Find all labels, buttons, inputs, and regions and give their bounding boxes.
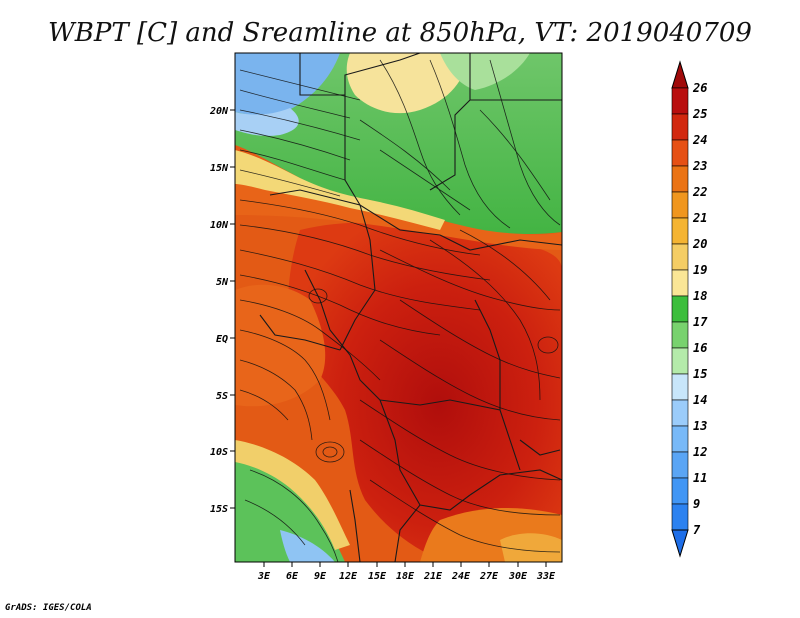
colorbar-top-arrow bbox=[671, 60, 689, 89]
lon-label: 30E bbox=[508, 571, 528, 582]
colorbar-segment bbox=[671, 243, 689, 271]
colorbar-label: 16 bbox=[693, 341, 707, 355]
colorbar-segment bbox=[671, 87, 689, 115]
field-se-yellow bbox=[500, 533, 562, 562]
colorbar-segment bbox=[671, 269, 689, 297]
colorbar: 26 25 24 23 22 21 20 19 18 17 16 15 14 13 12 11 9 7 bbox=[671, 60, 708, 558]
field-west-orange bbox=[235, 284, 326, 407]
colorbar-label: 14 bbox=[693, 393, 707, 407]
colorbar-label: 15 bbox=[693, 367, 707, 381]
lat-label: EQ bbox=[216, 334, 228, 345]
lon-label: 18E bbox=[396, 571, 415, 582]
lon-label: 15E bbox=[368, 571, 387, 582]
colorbar-bottom-arrow bbox=[671, 529, 689, 558]
colorbar-segment bbox=[671, 451, 689, 479]
colorbar-label: 12 bbox=[693, 445, 707, 459]
colorbar-segment bbox=[671, 399, 689, 427]
map-title: WBPT [C] and Sreamline at 850hPa, VT: 20… bbox=[48, 18, 752, 48]
streamlines bbox=[239, 59, 561, 562]
lon-label: 27E bbox=[479, 571, 499, 582]
colorbar-segment bbox=[671, 191, 689, 219]
field-core-red bbox=[288, 222, 562, 555]
colorbar-label: 17 bbox=[693, 315, 708, 329]
lat-label: 15N bbox=[210, 163, 229, 174]
colorbar-label: 11 bbox=[693, 471, 707, 485]
colorbar-label: 20 bbox=[692, 237, 707, 251]
plot-frame bbox=[234, 52, 563, 563]
field-north-yellow bbox=[235, 150, 445, 230]
colorbar-label: 26 bbox=[692, 81, 707, 95]
lat-axis bbox=[230, 109, 235, 509]
lon-label: 3E bbox=[257, 571, 271, 582]
field-sw-blue bbox=[280, 530, 335, 562]
lon-labels: 3E 6E 9E 12E 15E 18E 21E 24E 27E 30E 33E bbox=[257, 571, 556, 582]
field-north-green bbox=[235, 53, 562, 234]
colorbar-segment bbox=[671, 503, 689, 531]
lon-axis bbox=[263, 562, 547, 567]
colorbar-label: 7 bbox=[693, 523, 701, 537]
colorbar-segment bbox=[671, 425, 689, 453]
field-sw-yellow bbox=[235, 440, 350, 550]
lat-label: 15S bbox=[210, 504, 228, 515]
lat-labels: 20N 15N 10N 5N EQ 5S 10S 15S bbox=[209, 106, 229, 515]
field-north-yellow-2 bbox=[346, 53, 470, 114]
field-north-lightgreen bbox=[440, 53, 530, 90]
grads-credit: GrADS: IGES/COLA bbox=[5, 603, 92, 613]
field-sw-green bbox=[235, 455, 345, 562]
colorbar-segment bbox=[671, 477, 689, 505]
colorbar-label: 18 bbox=[693, 289, 707, 303]
colorbar-label: 13 bbox=[693, 419, 707, 433]
lat-label: 20N bbox=[209, 106, 229, 117]
colorbar-label: 23 bbox=[692, 159, 707, 173]
lat-label: 5N bbox=[216, 277, 229, 288]
colorbar-label: 24 bbox=[692, 133, 707, 147]
colorbar-segment bbox=[671, 373, 689, 401]
lon-label: 33E bbox=[536, 571, 556, 582]
colorbar-segment bbox=[671, 113, 689, 141]
colorbar-segment bbox=[671, 165, 689, 193]
field-nw-blue bbox=[235, 53, 340, 116]
lon-label: 24E bbox=[451, 571, 471, 582]
country-borders bbox=[259, 53, 562, 562]
colorbar-segment bbox=[671, 295, 689, 323]
lat-label: 5S bbox=[216, 391, 228, 402]
lon-label: 12E bbox=[339, 571, 358, 582]
colorbar-segment bbox=[671, 321, 689, 349]
colorbar-segment bbox=[671, 217, 689, 245]
colorbar-label: 22 bbox=[692, 185, 707, 199]
lon-label: 6E bbox=[286, 571, 299, 582]
lat-label: 10N bbox=[210, 220, 229, 231]
lat-label: 10S bbox=[210, 447, 228, 458]
lon-label: 21E bbox=[423, 571, 443, 582]
colorbar-label: 9 bbox=[693, 497, 700, 511]
lon-label: 9E bbox=[314, 571, 327, 582]
map-plot-area bbox=[235, 53, 562, 562]
colorbar-segment bbox=[671, 347, 689, 375]
field-nw-lightblue bbox=[235, 108, 299, 136]
colorbar-label: 21 bbox=[692, 211, 707, 225]
colorbar-segment bbox=[671, 139, 689, 167]
colorbar-label: 25 bbox=[692, 107, 707, 121]
colorbar-label: 19 bbox=[693, 263, 707, 277]
